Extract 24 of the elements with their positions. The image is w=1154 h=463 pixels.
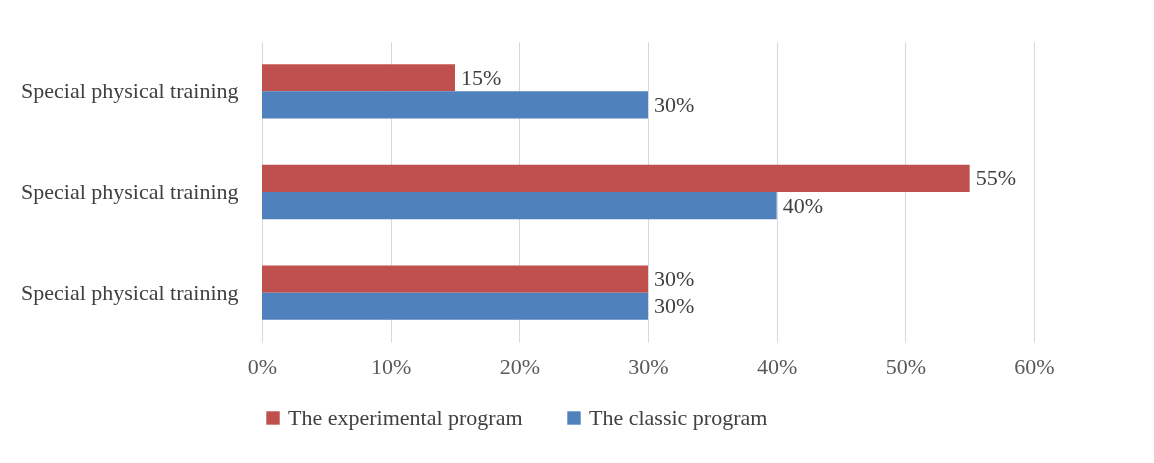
legend-label: The experimental program bbox=[288, 405, 523, 430]
x-tick-label: 60% bbox=[1014, 353, 1055, 379]
x-tick-label: 50% bbox=[885, 353, 926, 379]
bar bbox=[262, 292, 648, 320]
x-tick-label: 0% bbox=[247, 353, 278, 379]
x-tick-label: 20% bbox=[499, 353, 540, 379]
legend-label: The classic program bbox=[589, 405, 768, 430]
data-label: 30% bbox=[654, 266, 695, 292]
bar bbox=[262, 64, 455, 92]
x-tick-label: 40% bbox=[757, 353, 798, 379]
bar bbox=[262, 164, 970, 192]
data-label: 55% bbox=[975, 165, 1016, 191]
data-label: 30% bbox=[654, 91, 695, 117]
bar bbox=[262, 91, 648, 119]
bar bbox=[262, 192, 777, 220]
x-tick-label: 30% bbox=[628, 353, 669, 379]
y-tick-label: Special physical training bbox=[21, 179, 239, 204]
data-label: 40% bbox=[782, 192, 823, 218]
bar bbox=[262, 265, 648, 293]
y-tick-label: Special physical training bbox=[21, 78, 239, 104]
x-tick-label: 10% bbox=[371, 353, 412, 379]
data-label: 30% bbox=[654, 293, 695, 319]
y-tick-label: Special physical training bbox=[21, 279, 239, 305]
data-label: 15% bbox=[461, 64, 502, 90]
